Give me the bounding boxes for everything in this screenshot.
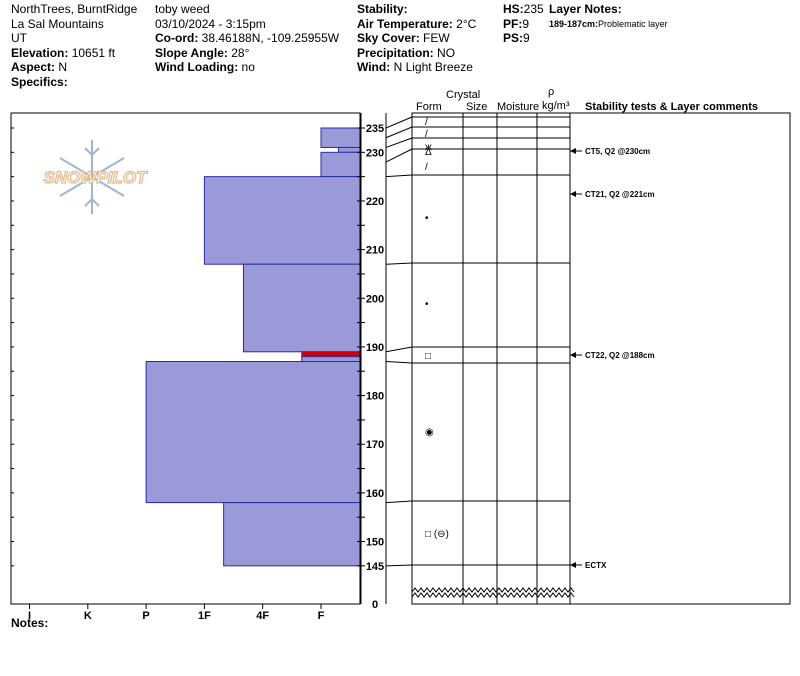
hardness-bar	[320, 151, 361, 178]
layer-connector	[385, 126, 413, 139]
hardness-bar	[320, 127, 361, 148]
arrow-icon	[570, 352, 576, 358]
y-tick-label: 145	[366, 561, 384, 573]
y-tick-label: 180	[366, 391, 384, 403]
header-col-1: NorthTrees, BurntRidge La Sal Mountains …	[11, 2, 137, 89]
layer-connector	[385, 262, 413, 265]
sky-cover: Sky Cover: FEW	[357, 31, 450, 45]
location: NorthTrees, BurntRidge	[11, 2, 138, 16]
col-moisture: Moisture	[497, 101, 540, 113]
layer-table-frame	[411, 112, 791, 605]
hardness-bar	[242, 263, 361, 353]
hardness-bar	[203, 176, 361, 265]
plot-frame	[10, 112, 361, 605]
hardness-bar	[301, 356, 361, 363]
grain-form: /	[425, 129, 428, 140]
y-tick-label: 200	[366, 293, 384, 305]
notes: Notes:	[11, 616, 49, 630]
layer-note: 189-187cm:Problematic layer	[549, 18, 668, 29]
layer-connector	[385, 500, 413, 504]
snowflake-icon	[59, 140, 125, 214]
x-tick-label: F	[318, 610, 325, 622]
y-tick-label: 235	[366, 123, 384, 135]
col-crystal: Crystal	[446, 89, 481, 101]
x-tick-label: P	[142, 610, 149, 622]
hardness-bar	[223, 502, 361, 567]
datetime: 03/10/2024 - 3:15pm	[155, 16, 266, 31]
wind-loading: Wind Loading: no	[155, 60, 255, 74]
grain-form: /	[425, 162, 428, 173]
grain-form: □ (⊖)	[425, 529, 449, 540]
header-col-2: toby weed 03/10/2024 - 3:15pm Co-ord: 38…	[155, 2, 339, 75]
y-tick-label: 170	[366, 439, 384, 451]
y-tick-label: 230	[366, 147, 384, 159]
layer-connector	[385, 361, 413, 364]
layer-connector	[385, 116, 413, 129]
layer-notes-title: Layer Notes:	[549, 2, 622, 16]
hardness-bar	[337, 146, 361, 153]
slope-angle: Slope Angle: 28°	[155, 45, 250, 60]
layer-connector	[385, 564, 413, 567]
grain-form: •	[425, 299, 429, 310]
state: UT	[11, 31, 27, 45]
layer-notes: Layer Notes: 189-187cm:Problematic layer	[549, 2, 668, 31]
x-tick-label: I	[28, 610, 31, 622]
break-zigzag	[411, 592, 575, 598]
arrow-icon	[570, 562, 576, 568]
hs: HS:235	[503, 2, 544, 16]
col-density: kg/m³	[542, 100, 570, 112]
ps: PS:9	[503, 31, 530, 45]
elevation: Elevation: 10651 ft	[11, 45, 116, 60]
header-col-3: Stability: Air Temperature: 2°C Sky Cove…	[357, 2, 476, 75]
col-stability: Stability tests & Layer comments	[585, 101, 759, 113]
y-tick-label: 220	[366, 196, 384, 208]
hardness-bar	[145, 361, 361, 504]
grain-form: ◉	[425, 427, 434, 438]
grain-form: •	[425, 213, 429, 224]
layer-connector	[385, 174, 413, 178]
range: La Sal Mountains	[11, 16, 104, 31]
arrow-icon	[570, 191, 576, 197]
y-tick-label: 210	[366, 245, 384, 257]
y-tick-label: 0	[372, 599, 378, 611]
pf: PF:9	[503, 16, 530, 31]
col-size: Size	[466, 101, 488, 113]
x-tick-label: K	[84, 610, 92, 622]
y-tick-label: 190	[366, 342, 384, 354]
grain-form: /	[425, 117, 428, 128]
wind: Wind: N Light Breeze	[357, 60, 473, 74]
grain-form: □	[425, 351, 431, 362]
test-label: CT5, Q2 @230cm	[585, 147, 650, 156]
layer-connector	[385, 137, 413, 148]
test-label: CT22, Q2 @188cm	[585, 351, 655, 360]
snowpilot-logo: SNOWPILOT	[43, 140, 149, 214]
x-tick-label: 4F	[256, 610, 269, 622]
arrow-icon	[570, 148, 576, 154]
coordinates: Co-ord: 38.46188N, -109.25955W	[155, 31, 340, 45]
layer-connector	[385, 346, 413, 353]
col-form: Form	[416, 101, 442, 113]
y-tick-label: 160	[366, 488, 384, 500]
aspect: Aspect: N	[11, 60, 68, 74]
stability: Stability:	[357, 2, 408, 16]
x-tick-label: 1F	[198, 610, 211, 622]
col-rho: ρ	[548, 86, 555, 98]
test-label: CT21, Q2 @221cm	[585, 190, 655, 199]
observer: toby weed	[155, 2, 210, 16]
y-tick-label: 150	[366, 537, 384, 549]
grain-form: ж	[425, 142, 432, 153]
hardness-bar	[301, 351, 361, 358]
precipitation: Precipitation: NO	[357, 45, 456, 60]
header-col-4: HS:235 PF:9 PS:9	[503, 2, 544, 46]
grain-form: Δ	[425, 147, 432, 158]
logo-text: SNOWPILOT	[44, 168, 149, 187]
layer-connector	[385, 148, 413, 163]
test-label: ECTX	[585, 561, 607, 570]
specifics: Specifics:	[11, 74, 68, 89]
break-zigzag	[411, 587, 575, 593]
air-temperature: Air Temperature: 2°C	[357, 16, 477, 31]
